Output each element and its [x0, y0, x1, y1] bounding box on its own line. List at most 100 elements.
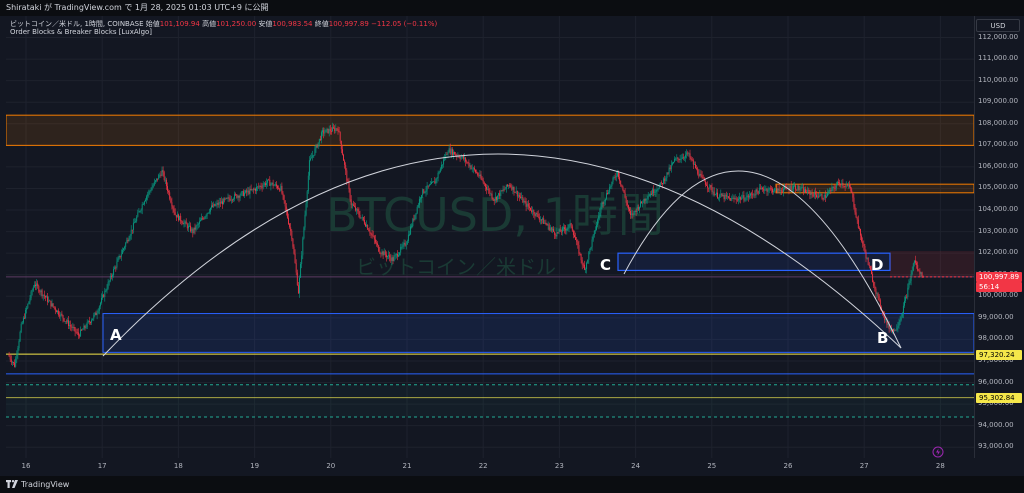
lightning-icon[interactable]: [932, 446, 944, 458]
candle-body: [660, 182, 662, 184]
candle-body: [766, 188, 768, 192]
time-tick-label: 25: [707, 462, 717, 470]
candle-body: [400, 246, 402, 253]
candle-body: [316, 144, 318, 148]
candle-body: [482, 180, 484, 183]
candle-body: [138, 211, 140, 213]
candle-body: [544, 222, 546, 224]
candle-body: [114, 267, 116, 270]
candle-body: [201, 218, 203, 221]
candle-body: [30, 291, 32, 299]
candle-body: [696, 168, 698, 169]
currency-button[interactable]: USD: [976, 19, 1020, 32]
time-axis[interactable]: [6, 458, 974, 476]
candle-body: [831, 187, 833, 192]
trend-arcs: [102, 153, 902, 357]
candle-body: [767, 190, 769, 192]
candle-body: [796, 189, 798, 191]
candle-body: [622, 186, 624, 191]
candle-body: [119, 255, 121, 258]
candle-body: [626, 202, 628, 206]
ohlc-legend: ビットコイン／米ドル, 1時間, COINBASE 始値101,109.94 高…: [10, 19, 437, 29]
time-tick-label: 22: [478, 462, 488, 470]
candle-body: [912, 263, 914, 271]
candle-body: [664, 178, 666, 182]
candle-body: [762, 187, 764, 190]
time-tick-label: 21: [402, 462, 412, 470]
candle-body: [187, 225, 189, 229]
candle-body: [499, 193, 501, 197]
candle-body: [751, 193, 753, 195]
candle-body: [161, 170, 163, 176]
candle-body: [680, 158, 682, 160]
candle-body: [897, 326, 899, 328]
green-zone: [6, 384, 974, 418]
candle-body: [241, 191, 243, 193]
candle-body: [561, 227, 563, 232]
candle-body: [280, 185, 282, 191]
candle-body: [184, 221, 186, 223]
candle-body: [190, 225, 192, 232]
candle-body: [268, 179, 270, 181]
candle-body: [919, 271, 921, 274]
indicator-legend[interactable]: Order Blocks & Breaker Blocks [LuxAlgo]: [10, 28, 153, 36]
candle-body: [41, 290, 43, 296]
candle-body: [535, 212, 537, 216]
candle-body: [598, 216, 600, 220]
candle-body: [876, 293, 878, 295]
candle-body: [29, 298, 31, 302]
candle-body: [349, 189, 351, 200]
candle-body: [211, 205, 212, 208]
candle-body: [71, 326, 73, 329]
candle-body: [908, 283, 910, 288]
candle-body: [821, 194, 823, 199]
candle-body: [163, 172, 165, 180]
candle-body: [847, 185, 849, 186]
candle-body: [829, 189, 831, 192]
candle-body: [282, 193, 284, 196]
candle-body: [657, 189, 659, 190]
candle-body: [205, 215, 207, 217]
price-axis[interactable]: [974, 16, 1024, 458]
candle-body: [704, 181, 706, 185]
candle-body: [594, 229, 596, 231]
candle-body: [644, 199, 646, 201]
candle-body: [390, 257, 392, 261]
candle-body: [31, 290, 33, 292]
candle-body: [713, 191, 715, 196]
candle-body: [215, 204, 217, 206]
candle-body: [185, 221, 187, 225]
price-chart[interactable]: BTCUSD, 1時間 ビットコイン／米ドル: [6, 16, 974, 458]
candle-body: [522, 196, 524, 203]
candle-body: [76, 332, 78, 334]
candle-body: [21, 322, 23, 324]
candle-body: [593, 230, 595, 235]
candle-body: [167, 186, 168, 192]
candle-body: [702, 177, 704, 179]
candle-body: [830, 189, 832, 192]
candle-body: [827, 192, 828, 197]
candle-body: [9, 356, 11, 360]
candle-body: [618, 170, 619, 178]
candle-body: [548, 224, 550, 230]
candle-body: [27, 304, 29, 308]
candle-body: [451, 149, 453, 155]
candle-body: [220, 201, 222, 204]
candle-body: [487, 189, 489, 191]
candle-body: [125, 242, 127, 247]
change-value: −112.05 (−0.11%): [371, 20, 438, 28]
candle-body: [583, 264, 585, 270]
candle-body: [915, 260, 916, 263]
candle-body: [176, 214, 178, 218]
candle-body: [758, 187, 760, 194]
candle-body: [132, 222, 134, 230]
candle-body: [592, 234, 594, 240]
candle-body: [838, 182, 839, 183]
candle-body: [752, 194, 754, 196]
candle-body: [384, 251, 386, 255]
candle-body: [524, 201, 526, 202]
candle-body: [799, 189, 801, 191]
candle-body: [542, 218, 544, 220]
candle-body: [412, 218, 414, 227]
candle-body: [152, 185, 154, 188]
